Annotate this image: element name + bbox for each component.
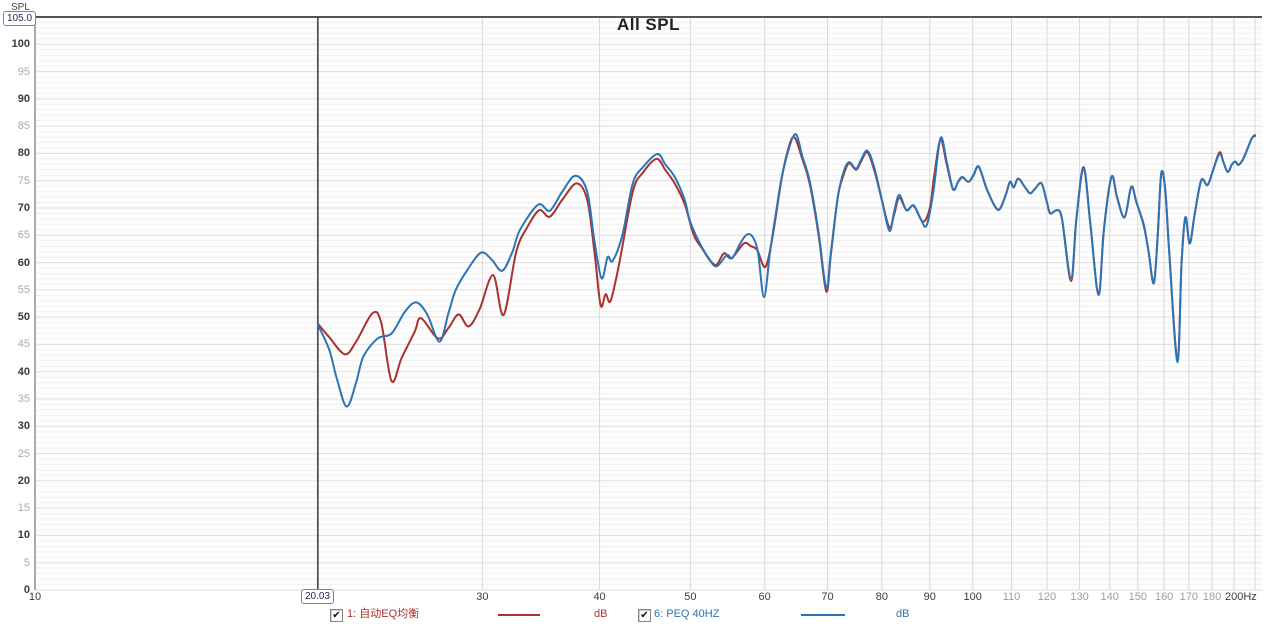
x-axis-tick: 90 bbox=[923, 591, 936, 603]
legend-checkbox-1[interactable]: ✔ bbox=[330, 609, 343, 622]
y-axis-tick: 15 bbox=[17, 502, 30, 515]
x-axis-tick: 170 bbox=[1179, 591, 1198, 603]
y-axis-cursor-value[interactable]: 105.0 bbox=[3, 11, 37, 26]
y-axis-tick: 30 bbox=[17, 420, 30, 433]
y-axis-tick: 80 bbox=[17, 147, 30, 160]
y-axis-tick: 95 bbox=[17, 65, 30, 78]
y-axis-tick: 10 bbox=[17, 529, 30, 542]
legend-label-2: 6: PEQ 40HZ bbox=[654, 608, 720, 620]
x-axis-tick: 110 bbox=[1002, 591, 1021, 603]
legend-line-sample-1 bbox=[498, 614, 540, 616]
y-axis-tick: 40 bbox=[17, 365, 30, 378]
y-axis-tick: 70 bbox=[17, 202, 30, 214]
x-axis-tick: 80 bbox=[875, 591, 888, 603]
y-axis-tick: 35 bbox=[17, 393, 30, 405]
legend-checkbox-2[interactable]: ✔ bbox=[638, 609, 651, 622]
y-axis-tick: 60 bbox=[17, 256, 30, 269]
y-axis-tick: 85 bbox=[17, 120, 30, 133]
y-axis-title: SPL bbox=[11, 2, 30, 13]
y-axis-tick: 75 bbox=[17, 174, 30, 187]
x-axis-tick: 120 bbox=[1037, 591, 1057, 603]
x-axis-tick: 130 bbox=[1070, 591, 1089, 603]
x-axis-cursor-value[interactable]: 20.03 bbox=[301, 589, 335, 604]
y-axis-tick: 90 bbox=[17, 92, 30, 105]
x-axis-tick: 50 bbox=[684, 591, 697, 603]
x-axis-tick: 160 bbox=[1154, 591, 1174, 603]
y-axis-tick: 45 bbox=[17, 338, 30, 351]
legend-label-1: 1: 自动EQ均衡 bbox=[347, 608, 420, 620]
x-axis-tick: 40 bbox=[593, 591, 606, 603]
x-axis-tick: 100 bbox=[963, 591, 982, 603]
x-axis-tick: 30 bbox=[476, 591, 489, 603]
y-axis-tick: 20 bbox=[17, 474, 30, 487]
x-axis-tick: 60 bbox=[758, 591, 771, 603]
x-axis-tick: 180 bbox=[1202, 591, 1222, 603]
legend-line-sample-2 bbox=[801, 614, 845, 616]
y-axis-tick: 100 bbox=[11, 38, 30, 51]
chart-title: All SPL bbox=[616, 15, 680, 34]
x-axis-tick: 140 bbox=[1100, 591, 1119, 603]
curve-series-2 bbox=[316, 133, 1256, 408]
x-axis-tick: 70 bbox=[821, 591, 834, 603]
y-axis-tick: 25 bbox=[17, 447, 30, 460]
y-axis-tick: 55 bbox=[17, 283, 30, 296]
x-axis-tick: 150 bbox=[1128, 591, 1148, 603]
legend-unit-1: dB bbox=[594, 608, 608, 620]
y-axis-tick: 5 bbox=[23, 556, 30, 569]
y-axis-tick: 50 bbox=[17, 311, 30, 324]
y-axis-tick: 0 bbox=[23, 584, 30, 596]
x-axis-tick: 10 bbox=[28, 591, 42, 603]
legend-unit-2: dB bbox=[896, 608, 910, 620]
y-axis-tick: 65 bbox=[17, 229, 30, 242]
x-axis-tick: 200Hz bbox=[1225, 591, 1257, 603]
